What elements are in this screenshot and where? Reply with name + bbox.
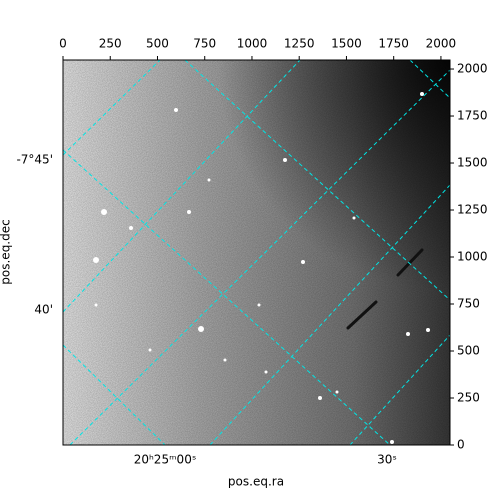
image xyxy=(63,60,450,445)
x-tick-label: 1250 xyxy=(284,37,315,51)
y-tick-label: 1750 xyxy=(457,109,488,123)
y-tick-label: 2000 xyxy=(457,62,488,76)
y-axis-label: pos.eq.dec xyxy=(0,219,13,284)
ra-tick-label: 30ˢ xyxy=(377,453,397,467)
y-tick-label: 1000 xyxy=(457,250,488,264)
x-tick-label: 1750 xyxy=(378,37,409,51)
y-tick-label: 250 xyxy=(457,391,480,405)
ra-tick-label: 20ʰ25ᵐ00ˢ xyxy=(134,453,197,467)
dec-tick-label: -7°45' xyxy=(16,153,53,167)
axes-frame xyxy=(62,59,451,446)
x-tick-label: 500 xyxy=(146,37,169,51)
x-tick-label: 1500 xyxy=(331,37,362,51)
y-tick-label: 500 xyxy=(457,344,480,358)
x-tick-label: 1000 xyxy=(237,37,268,51)
y-tick-label: 750 xyxy=(457,297,480,311)
dec-tick-label: 40' xyxy=(34,303,53,317)
x-axis-label: pos.eq.ra xyxy=(228,475,284,489)
y-tick-label: 0 xyxy=(457,438,465,452)
x-tick-label: 750 xyxy=(193,37,216,51)
y-tick-label: 1250 xyxy=(457,203,488,217)
coordinate-grid xyxy=(63,60,450,445)
x-tick-label: 0 xyxy=(59,37,67,51)
x-tick-label: 250 xyxy=(99,37,122,51)
x-tick-label: 2000 xyxy=(426,37,457,51)
y-tick-label: 1500 xyxy=(457,156,488,170)
